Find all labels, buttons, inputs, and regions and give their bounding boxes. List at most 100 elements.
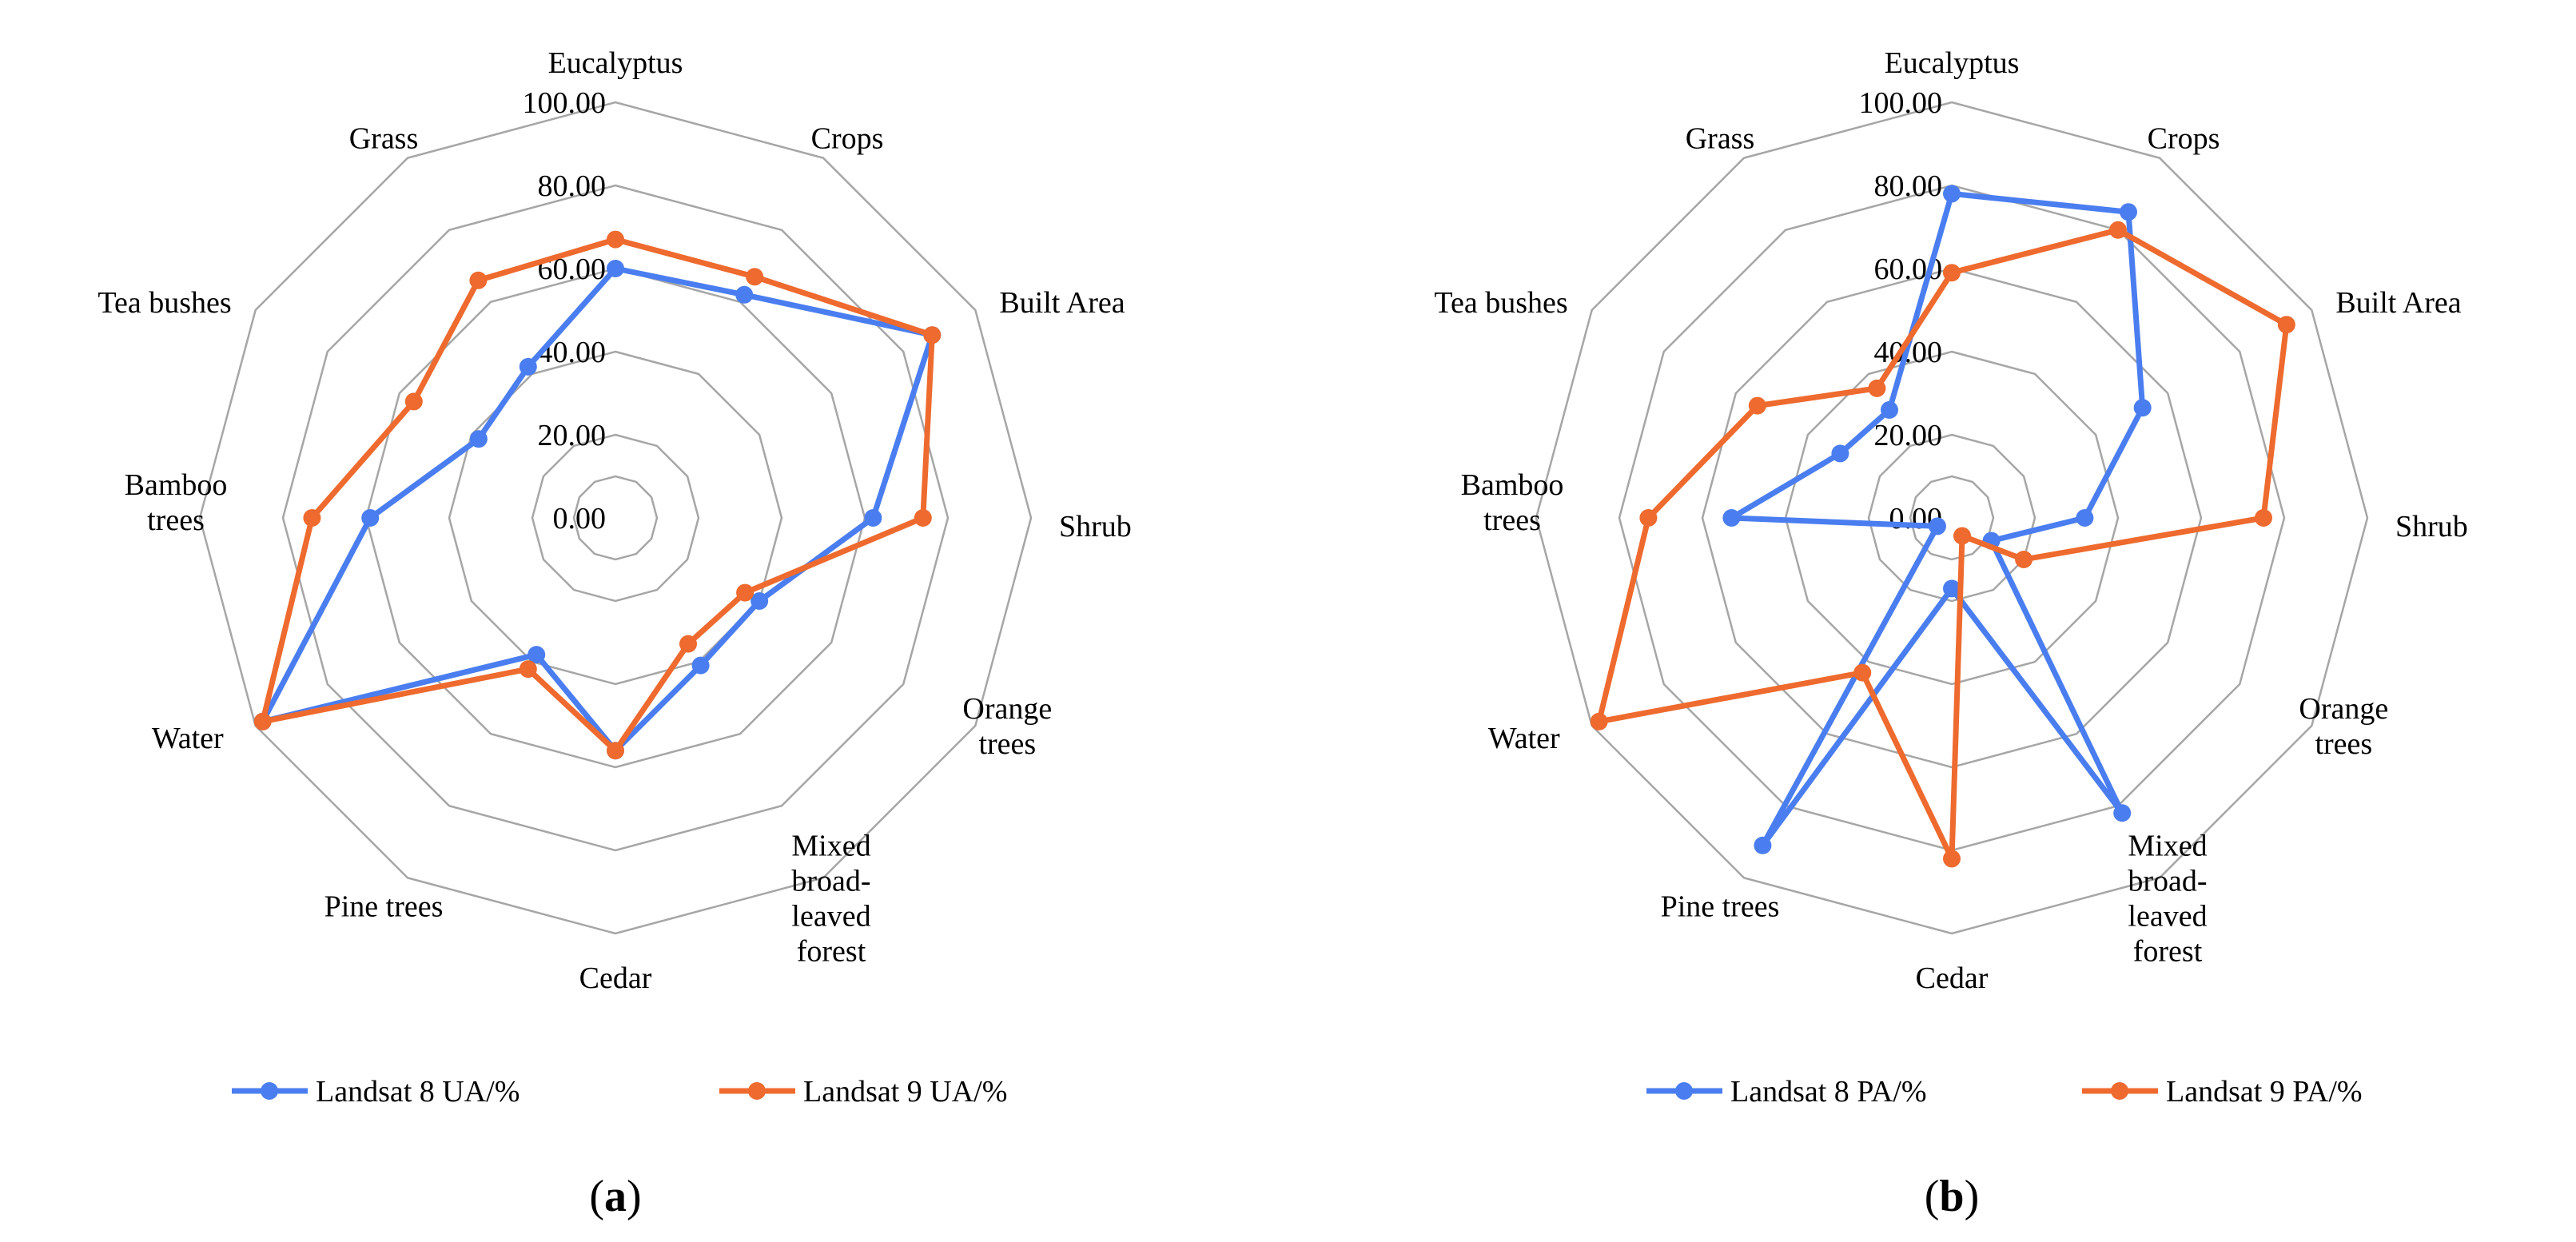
category-label: Crops [811,122,884,156]
data-point [1853,663,1872,682]
data-point [751,592,769,610]
category-label: Eucalyptus [1885,46,2020,80]
data-point [1748,396,1766,415]
category-label: Cedar [579,961,652,995]
legend-label: Landsat 8 PA/% [1730,1075,1927,1109]
category-label: Bamboo trees [125,468,228,537]
tick-label: 80.00 [538,169,607,203]
data-point [1928,517,1946,535]
category-label: Mixed broad-leaved forest [791,829,870,968]
tick-label: 100.00 [1859,86,1943,120]
legend-item: Landsat 8 UA/% [232,1075,520,1109]
legend: Landsat 8 PA/% Landsat 9 PA/% [1646,1075,2363,1109]
data-point [2255,509,2272,527]
grid-ring [364,267,866,769]
category-label: Built Area [999,286,1125,320]
category-label: Cedar [1916,961,1989,995]
data-point [2120,203,2137,221]
category-label: Pine trees [1661,890,1780,923]
data-point [736,583,754,602]
data-point [1754,836,1772,854]
tick-label: 20.00 [1874,419,1943,452]
grid-ring [1867,433,2037,603]
data-point [1639,509,1658,527]
data-point [469,430,488,448]
data-point [1722,509,1741,527]
category-label: Pine trees [324,890,444,923]
data-point [1881,400,1898,419]
tick-label: 20.00 [538,419,607,452]
data-point [469,271,488,289]
grid-ring [198,101,1033,935]
category-label: Crops [2148,122,2220,156]
data-point [864,509,882,527]
category-label: Shrub [1059,510,1132,543]
data-point [528,646,546,664]
data-point [1868,379,1886,397]
data-point [404,392,423,411]
category-label: Tea bushes [1434,286,1567,320]
data-point [679,635,697,653]
category-label: Grass [1686,122,1755,156]
legend-marker [261,1082,278,1100]
data-point [746,268,764,286]
category-label: Grass [349,122,419,156]
legend-marker [1675,1082,1693,1100]
category-label: Orange trees [962,692,1052,761]
category-label: Water [152,722,224,755]
data-point [1943,185,1961,203]
category-label: Shrub [2395,510,2468,543]
category-label: Mixed broad-leaved forest [2128,829,2207,968]
legend-label: Landsat 9 PA/% [2166,1075,2363,1109]
data-point [2113,804,2132,822]
data-point [253,712,272,730]
panel-label: (a) [589,1172,641,1221]
grid-ring [1618,184,2286,852]
grid-ring [1701,267,2203,769]
panel-label: (b) [1925,1172,1979,1221]
data-point [607,742,624,760]
legend-item: Landsat 9 UA/% [719,1075,1007,1109]
data-point [914,509,932,527]
category-label: Eucalyptus [548,46,683,80]
legend-label: Landsat 9 UA/% [803,1075,1007,1109]
grid-ring [531,433,700,603]
data-point [1953,527,1971,545]
legend-marker [748,1082,766,1100]
grid-ring-inner [1909,475,1995,561]
data-point [361,509,380,527]
data-point [691,656,710,675]
data-point [2133,399,2152,417]
grid-ring [1784,350,2120,686]
tick-label: 0.00 [553,502,607,535]
legend: Landsat 8 UA/% Landsat 9 UA/% [232,1075,1007,1109]
category-labels: Eucalyptus Crops Built Area Shrub Orange tree… [98,46,1131,995]
category-label: Built Area [2335,286,2461,320]
legend-item: Landsat 9 PA/% [2082,1075,2363,1109]
category-label: Tea bushes [98,286,231,320]
category-label: Water [1488,722,1560,755]
category-label: Bamboo trees [1461,468,1564,537]
data-point [2109,221,2127,239]
legend-item: Landsat 8 PA/% [1646,1075,1927,1109]
data-point [2277,316,2295,334]
data-point [2076,509,2094,527]
data-point [1831,444,1849,463]
data-point [607,230,624,249]
tick-label: 80.00 [1874,169,1943,203]
data-point [1943,579,1961,598]
grid-ring-inner [572,475,659,561]
data-point [607,260,624,277]
data-point [2015,551,2033,568]
data-point [735,285,754,304]
grid-ring [1535,101,2369,935]
category-label: Orange trees [2299,692,2388,761]
radar-chart-b: 0.0020.0040.0060.0080.00100.00Eucalyptus… [1434,46,2467,1221]
series-2 [1590,221,2295,868]
data-point [303,509,321,527]
data-point [923,326,942,344]
radar-chart-a: 0.0020.0040.0060.0080.00100.00Eucalyptus… [98,46,1131,1221]
grid-ring [281,184,950,852]
